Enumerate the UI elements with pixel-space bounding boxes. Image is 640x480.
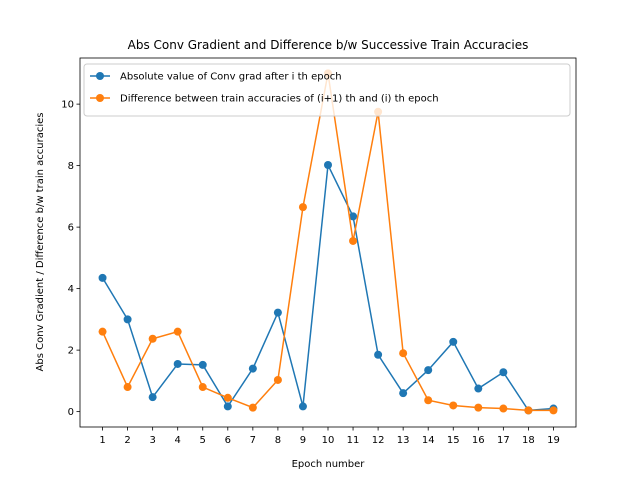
x-tick-label: 10 <box>322 435 335 446</box>
y-tick-label: 0 <box>68 407 74 418</box>
y-tick-label: 6 <box>68 223 74 234</box>
series-1-point <box>248 364 257 373</box>
x-tick-label: 6 <box>225 435 231 446</box>
series-2-point <box>273 375 282 384</box>
series-2-point <box>424 396 433 405</box>
series-1-point <box>474 384 483 393</box>
x-tick-label: 1 <box>99 435 105 446</box>
series-2-point <box>449 401 458 410</box>
x-tick-label: 8 <box>275 435 281 446</box>
series-2-point <box>98 327 107 336</box>
series-2-point <box>298 203 307 212</box>
x-tick-label: 11 <box>347 435 360 446</box>
x-tick-label: 5 <box>200 435 206 446</box>
y-axis-label: Abs Conv Gradient / Difference b/w train… <box>35 113 46 372</box>
series-line-1 <box>101 162 554 412</box>
legend-swatch-marker <box>96 72 104 80</box>
x-tick-label: 4 <box>175 435 181 446</box>
series-1-point <box>499 368 508 377</box>
legend-box <box>83 63 571 117</box>
legend-swatch-marker <box>96 94 104 102</box>
series-1-point <box>98 273 107 282</box>
x-tick-label: 13 <box>397 435 410 446</box>
x-tick-label: 17 <box>497 435 510 446</box>
x-tick-label: 7 <box>250 435 256 446</box>
series-2-point <box>123 383 132 392</box>
series-2-point <box>399 349 408 358</box>
series-1-point <box>449 337 458 346</box>
x-tick-label: 3 <box>149 435 155 446</box>
series-2-point <box>549 406 558 415</box>
series-1-point <box>324 161 332 170</box>
series-2-point <box>524 406 533 415</box>
y-tick-label: 2 <box>68 346 74 357</box>
series-1-point <box>198 360 207 369</box>
chart-title: Abs Conv Gradient and Difference b/w Suc… <box>128 38 529 52</box>
x-tick-label: 18 <box>522 435 535 446</box>
x-tick-label: 9 <box>300 435 306 446</box>
series-2-point <box>173 327 182 336</box>
x-tick-label: 15 <box>447 435 460 446</box>
series-2-point <box>198 383 207 392</box>
legend-entry-2: Difference between train accuracies of (… <box>120 94 439 105</box>
series-1-point <box>173 359 182 368</box>
series-2-point <box>148 334 157 343</box>
series-1-point <box>374 350 383 359</box>
legend: Absolute value of Conv grad after i th e… <box>83 63 571 117</box>
series-1-point <box>424 366 433 375</box>
legend-entry-1: Absolute value of Conv grad after i th e… <box>120 72 342 83</box>
x-tick-label: 14 <box>422 435 435 446</box>
series-1-point <box>273 308 282 317</box>
series-2-point <box>499 404 508 413</box>
x-tick-label: 2 <box>124 435 130 446</box>
series-2-point <box>349 236 358 245</box>
y-tick-label: 10 <box>61 100 74 111</box>
series-1-point <box>148 393 157 402</box>
x-tick-label: 12 <box>372 435 385 446</box>
x-tick-label: 19 <box>547 435 560 446</box>
series-2-point <box>223 393 232 402</box>
series-1-point <box>349 212 358 221</box>
series-1-point <box>123 315 132 324</box>
x-tick-label: 16 <box>472 435 485 446</box>
y-tick-label: 8 <box>68 161 74 172</box>
x-axis-label: Epoch number <box>292 459 366 470</box>
series-2-point <box>248 403 257 412</box>
series-2-point <box>474 403 483 412</box>
y-tick-label: 4 <box>68 284 74 295</box>
series-1-point <box>399 389 408 398</box>
series-line-2 <box>101 73 554 412</box>
series-1-point <box>223 402 232 411</box>
series-1-point <box>298 402 307 411</box>
